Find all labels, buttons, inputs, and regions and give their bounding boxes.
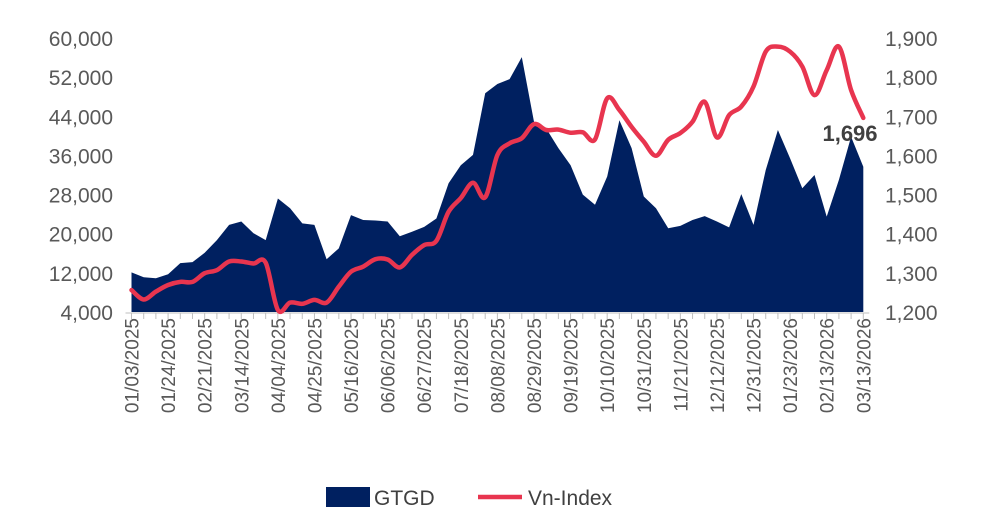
last-value-label: 1,696 (822, 121, 877, 146)
x-tick-label: 12/12/2025 (708, 318, 729, 413)
x-tick-label: 11/21/2025 (671, 318, 692, 412)
x-tick-label: 07/18/2025 (452, 318, 473, 413)
x-tick-label: 03/13/2026 (854, 318, 875, 413)
right-tick-label: 1,600 (885, 145, 938, 168)
x-tick-label: 02/21/2025 (196, 318, 217, 413)
x-tick-label: 01/24/2025 (159, 318, 180, 413)
right-tick-label: 1,800 (885, 67, 938, 90)
right-tick-label: 1,900 (885, 28, 938, 51)
x-tick-label: 06/27/2025 (415, 318, 436, 413)
legend-label-vn-index: Vn-Index (528, 487, 613, 510)
x-tick-label: 08/29/2025 (525, 318, 546, 413)
x-tick-label: 08/08/2025 (488, 318, 509, 413)
legend-swatch-gtgd (326, 487, 370, 507)
right-tick-label: 1,400 (885, 224, 938, 247)
left-tick-label: 12,000 (49, 263, 113, 286)
x-axis: 01/03/2025 01/24/2025 02/21/2025 03/14/2025… (123, 313, 875, 413)
left-tick-label: 20,000 (49, 224, 113, 247)
x-tick-label: 12/31/2025 (745, 318, 766, 413)
x-tick-label: 02/13/2026 (818, 318, 839, 413)
x-tick-label: 04/04/2025 (269, 318, 290, 413)
x-tick-label: 03/14/2025 (232, 318, 253, 413)
x-tick-label: 04/25/2025 (305, 318, 326, 413)
left-tick-label: 52,000 (49, 67, 113, 90)
x-tick-label: 01/03/2025 (123, 318, 144, 413)
x-tick-label: 10/31/2025 (635, 318, 656, 413)
left-tick-label: 4,000 (60, 302, 113, 325)
right-axis: 1,900 1,800 1,700 1,600 1,500 1,400 1,300 1,200 (885, 28, 938, 325)
right-tick-label: 1,200 (885, 302, 938, 325)
x-tick-label: 10/10/2025 (598, 318, 619, 413)
gtgd-area (131, 57, 864, 312)
x-tick-label: 05/16/2025 (342, 318, 363, 413)
left-tick-label: 36,000 (49, 145, 113, 168)
legend-label-gtgd: GTGD (374, 487, 435, 510)
left-tick-label: 44,000 (49, 106, 113, 129)
left-tick-label: 60,000 (49, 28, 113, 51)
right-tick-label: 1,500 (885, 185, 938, 208)
right-tick-label: 1,300 (885, 263, 938, 286)
x-tick-label: 01/23/2026 (781, 318, 802, 413)
left-tick-label: 28,000 (49, 185, 113, 208)
vn-index-line (129, 44, 866, 315)
left-axis: 60,000 52,000 44,000 36,000 28,000 20,000 12,0… (49, 28, 113, 325)
legend: GTGD Vn-Index (326, 487, 613, 510)
x-tick-label: 09/19/2025 (562, 318, 583, 413)
x-tick-label: 06/06/2025 (379, 318, 400, 413)
right-tick-label: 1,700 (885, 106, 938, 129)
